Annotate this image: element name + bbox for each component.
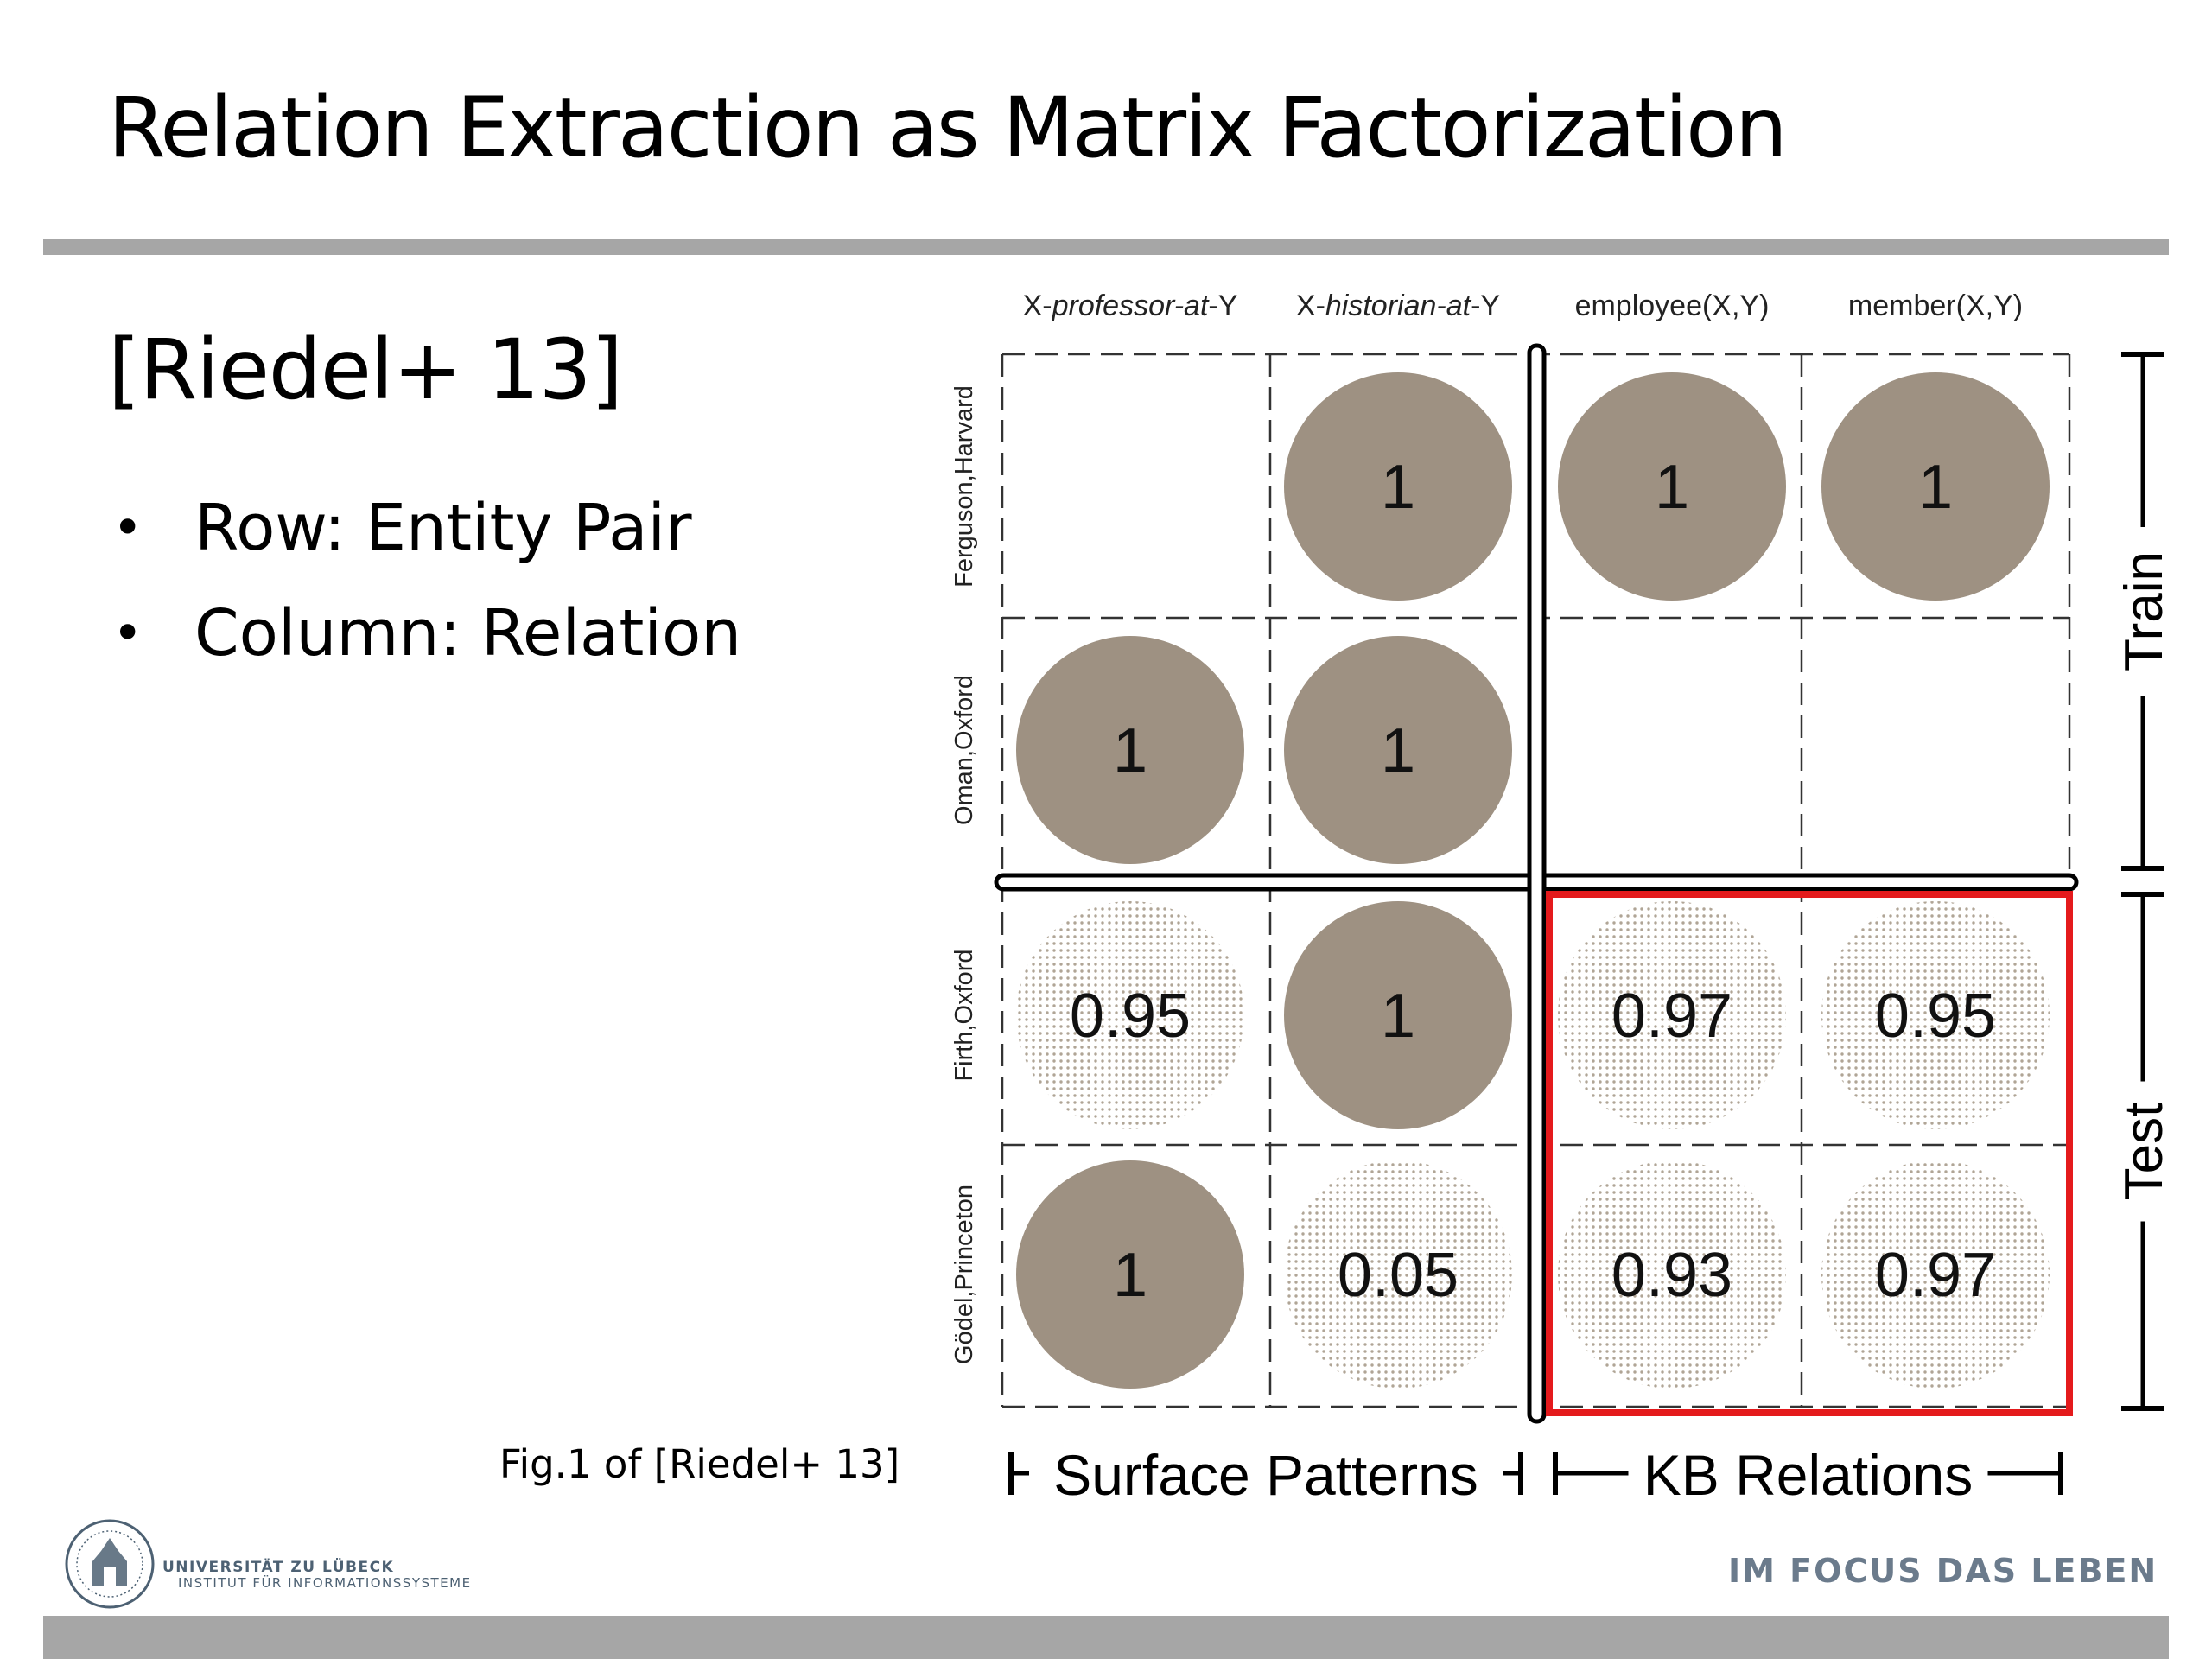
cell-r3-employee-dotted-circle xyxy=(1558,1160,1786,1389)
train-bracket: Train xyxy=(2108,352,2177,871)
surface-patterns-bracket: Surface Patterns xyxy=(1008,1434,1523,1512)
slogan: IM FOCUS DAS LEBEN xyxy=(1728,1552,2158,1590)
row-label-oman-oxford: Oman,Oxford xyxy=(950,675,978,825)
cell-r2-historian-at-value: 1 xyxy=(1381,982,1415,1051)
kb-relations-label: KB Relations xyxy=(1643,1443,1974,1507)
column-header-professor-at: X-professor-at-Y xyxy=(1023,289,1238,322)
cell-r0-member-circle xyxy=(1821,372,2050,601)
cell-r1-professor-at-value: 1 xyxy=(1113,716,1147,785)
bullet-item-row: • Row: Entity Pair xyxy=(108,488,741,594)
cell-r3-member-value: 0.97 xyxy=(1875,1241,1996,1310)
kb-relations-bracket: KB Relations xyxy=(1553,1434,2063,1512)
cell-r0-employee-circle xyxy=(1558,372,1786,601)
surface-patterns-label-backdrop xyxy=(1029,1434,1503,1512)
cell-r2-employee-dotted-circle xyxy=(1558,901,1786,1129)
bullet-text: Column: Relation xyxy=(194,596,742,671)
test-bracket: Test xyxy=(2108,892,2177,1411)
university-seal-logo xyxy=(65,1519,155,1609)
bullet-list: • Row: Entity Pair • Column: Relation xyxy=(108,488,741,699)
institute-name: INSTITUT FÜR INFORMATIONSSYSTEME xyxy=(178,1575,472,1591)
surface-patterns-label: Surface Patterns xyxy=(1053,1443,1478,1507)
matrix-cells: 1 1 1 1 1 0.95 1 0.97 0.95 1 0.05 0.93 0.97 xyxy=(1016,372,2050,1389)
cell-r1-historian-at-value: 1 xyxy=(1381,716,1415,785)
prediction-highlight-box xyxy=(1546,891,2073,1416)
cell-r2-employee-value: 0.97 xyxy=(1611,982,1732,1051)
cell-r1-professor-at-circle xyxy=(1016,636,1244,864)
train-label: Train xyxy=(2114,551,2174,671)
cell-r0-member-value: 1 xyxy=(1918,453,1953,522)
matrix-labels: X-professor-at-Y X-historian-at-Y employee… xyxy=(950,289,2177,1512)
row-label-firth-oxford: Firth,Oxford xyxy=(950,949,978,1081)
cell-r2-professor-at-dotted-circle xyxy=(1016,901,1244,1129)
bullet-dot-icon: • xyxy=(112,498,143,558)
title-divider xyxy=(43,239,2169,255)
row-label-ferguson-harvard: Ferguson,Harvard xyxy=(950,385,978,588)
cell-r3-member-dotted-circle xyxy=(1821,1160,2050,1389)
train-label-backdrop xyxy=(2108,527,2177,696)
test-label: Test xyxy=(2114,1103,2174,1201)
cell-r2-member-dotted-circle xyxy=(1821,901,2050,1129)
cell-r3-historian-at-value: 0.05 xyxy=(1338,1241,1459,1310)
cell-r0-historian-at-value: 1 xyxy=(1381,453,1415,522)
cell-r3-employee-value: 0.93 xyxy=(1611,1241,1732,1310)
pattern-relation-divider xyxy=(1527,343,1547,1424)
slide-title: Relation Extraction as Matrix Factorizat… xyxy=(108,79,1788,176)
cell-r3-professor-at-value: 1 xyxy=(1113,1241,1147,1310)
cell-r3-historian-at-dotted-circle xyxy=(1284,1160,1512,1389)
cell-r2-historian-at-circle xyxy=(1284,901,1512,1129)
cell-r1-historian-at-circle xyxy=(1284,636,1512,864)
test-label-backdrop xyxy=(2108,1081,2177,1222)
footer-bar xyxy=(43,1616,2169,1659)
bullet-dot-icon: • xyxy=(112,603,143,664)
kb-relations-label-backdrop xyxy=(1628,1434,1988,1512)
column-header-historian-at: X-historian-at-Y xyxy=(1296,289,1500,322)
figure-caption: Fig.1 of [Riedel+ 13] xyxy=(499,1441,900,1487)
cell-r0-historian-at-circle xyxy=(1284,372,1512,601)
cell-r2-professor-at-value: 0.95 xyxy=(1070,982,1191,1051)
cell-r0-employee-value: 1 xyxy=(1655,453,1689,522)
row-label-goedel-princeton: Gödel,Princeton xyxy=(950,1185,978,1364)
cell-r3-professor-at-circle xyxy=(1016,1160,1244,1389)
column-header-member: member(X,Y) xyxy=(1848,289,2023,322)
cell-r2-member-value: 0.95 xyxy=(1875,982,1996,1051)
matrix-dividers xyxy=(994,343,2079,1424)
bullet-item-column: • Column: Relation xyxy=(108,594,741,699)
column-header-employee: employee(X,Y) xyxy=(1575,289,1770,322)
university-name: UNIVERSITÄT ZU LÜBECK xyxy=(162,1559,395,1576)
citation-heading: [Riedel+ 13] xyxy=(108,321,623,418)
bullet-text: Row: Entity Pair xyxy=(194,491,692,565)
